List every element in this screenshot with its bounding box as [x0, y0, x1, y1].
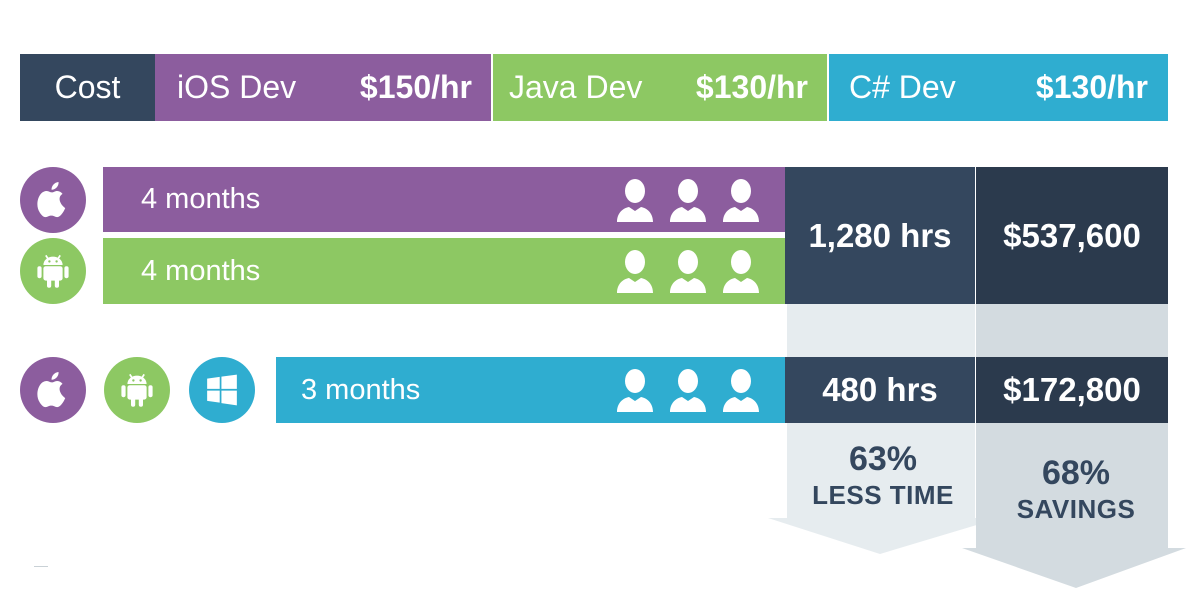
- combined-duration-bar: 3 months: [276, 357, 785, 423]
- shared-hours: 480 hrs: [822, 371, 938, 408]
- baseline-mark: [34, 566, 48, 567]
- savings-note: 68% SAVINGS: [976, 456, 1176, 522]
- savings-percent: 68%: [1041, 454, 1111, 492]
- person-icon: [617, 369, 653, 412]
- shared-cost: $172,800: [1003, 371, 1141, 408]
- windows-icon: [207, 374, 237, 406]
- android-duration-bar: 4 months: [103, 238, 785, 304]
- person-icon: [670, 250, 706, 293]
- less-time-label: LESS TIME: [812, 480, 954, 510]
- shared-cost-cell: $172,800: [976, 357, 1168, 423]
- java-dev-rate: $130/hr: [695, 69, 808, 105]
- native-hours: 1,280 hrs: [808, 216, 952, 254]
- person-icon: [723, 178, 759, 222]
- savings-label: SAVINGS: [1016, 494, 1136, 524]
- cost-label: Cost: [54, 69, 121, 105]
- android-platform-badge: [20, 238, 86, 304]
- ios-dev-label: iOS Dev: [177, 69, 297, 105]
- apple-icon: [37, 182, 66, 218]
- header-ios-cell: iOS Dev $150/hr: [155, 54, 491, 121]
- header-csharp-cell: C# Dev $130/hr: [829, 54, 1168, 121]
- ios-team: [613, 178, 763, 222]
- ios-duration-bar: 4 months: [103, 167, 785, 232]
- windows-platform-badge: [189, 357, 255, 423]
- person-icon: [670, 369, 706, 412]
- native-cost-cell: $537,600: [976, 167, 1168, 304]
- native-cost: $537,600: [1003, 216, 1141, 254]
- ios-platform-badge: [20, 357, 86, 423]
- csharp-dev-rate: $130/hr: [1035, 69, 1148, 105]
- apple-icon: [37, 372, 66, 408]
- less-time-arrow: [768, 304, 1000, 554]
- combined-duration-label: 3 months: [301, 373, 421, 406]
- person-icon: [723, 369, 759, 412]
- java-dev-label: Java Dev: [509, 69, 643, 105]
- ios-platform-badge: [20, 167, 86, 233]
- android-icon: [37, 254, 69, 288]
- savings-arrow: [962, 304, 1186, 588]
- android-team: [613, 249, 763, 293]
- shared-hours-cell: 480 hrs: [785, 357, 975, 423]
- less-time-note: 63% LESS TIME: [785, 442, 981, 508]
- person-icon: [617, 178, 653, 222]
- header-cost-cell: Cost: [20, 54, 155, 121]
- android-icon: [121, 373, 153, 407]
- person-icon: [723, 250, 759, 293]
- header-java-cell: Java Dev $130/hr: [493, 54, 827, 121]
- native-hours-cell: 1,280 hrs: [785, 167, 975, 304]
- csharp-dev-label: C# Dev: [849, 69, 956, 105]
- combined-team: [613, 368, 763, 412]
- person-icon: [617, 250, 653, 293]
- android-platform-badge: [104, 357, 170, 423]
- android-duration-label: 4 months: [141, 254, 261, 287]
- less-time-percent: 63%: [848, 440, 918, 478]
- ios-dev-rate: $150/hr: [359, 69, 472, 105]
- person-icon: [670, 178, 706, 222]
- ios-duration-label: 4 months: [141, 183, 261, 215]
